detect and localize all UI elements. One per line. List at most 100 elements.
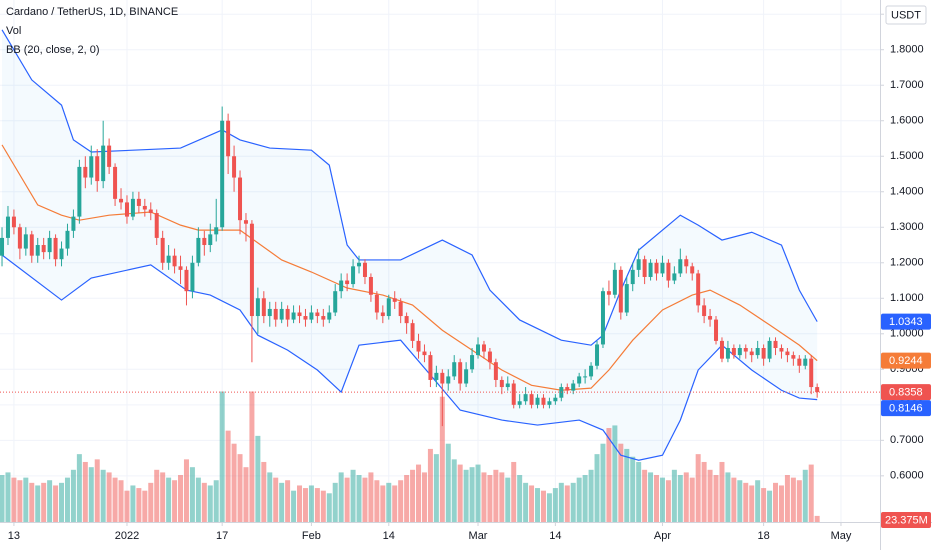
- candle-body: [660, 262, 665, 274]
- candle-body: [684, 259, 689, 267]
- candle-body: [446, 376, 451, 384]
- volume-bar: [796, 480, 802, 522]
- candle-body: [696, 273, 701, 306]
- y-tick-label: 1.6000: [890, 115, 924, 127]
- candle-body: [630, 269, 635, 285]
- volume-bar: [237, 454, 243, 522]
- candle-body: [17, 227, 22, 249]
- volume-bar: [47, 480, 53, 522]
- candle-body: [600, 291, 605, 345]
- volume-bar: [814, 515, 820, 522]
- volume-bar: [618, 443, 624, 522]
- candle-body: [202, 237, 207, 246]
- volume-bar: [648, 472, 654, 522]
- candle-body: [553, 397, 558, 402]
- volume-bar: [713, 475, 719, 522]
- candle-body: [113, 166, 118, 199]
- candle-body: [243, 220, 248, 224]
- candle-body: [267, 308, 272, 317]
- y-tick-label: 1.8000: [890, 44, 924, 56]
- volume-bar: [285, 480, 291, 522]
- candle-body: [505, 383, 510, 388]
- candle-body: [255, 298, 260, 317]
- volume-bar: [612, 425, 618, 522]
- candle-body: [547, 401, 552, 405]
- candle-body: [410, 323, 415, 341]
- volume-bar: [344, 477, 350, 522]
- candle-body: [517, 401, 522, 405]
- volume-bar: [142, 490, 148, 522]
- candle-body: [35, 245, 40, 256]
- volume-bar: [350, 469, 356, 522]
- volume-bar: [499, 472, 505, 522]
- volume-bar: [588, 469, 594, 522]
- candle-body: [0, 237, 5, 256]
- candle-body: [178, 266, 183, 270]
- candle-body: [452, 362, 457, 377]
- bollinger-lower: [1, 254, 818, 461]
- candle-body: [362, 262, 367, 277]
- currency-box[interactable]: [885, 5, 927, 25]
- volume-bar: [261, 461, 267, 522]
- volume-bar: [481, 472, 487, 522]
- candle-body: [172, 255, 177, 267]
- volume-bar: [570, 482, 576, 522]
- volume-bar: [487, 475, 493, 522]
- volume-bar: [749, 485, 755, 522]
- volume-bar: [332, 482, 338, 522]
- x-tick-label: May: [831, 530, 852, 542]
- volume-bar: [166, 477, 172, 522]
- candle-body: [374, 294, 379, 313]
- indicator-label[interactable]: Vol: [6, 25, 21, 37]
- volume-bar: [802, 469, 808, 522]
- volume-bar: [433, 454, 439, 522]
- indicator-label[interactable]: BB (20, close, 2, 0): [6, 44, 100, 56]
- volume-bar: [427, 448, 433, 522]
- x-tick-label: 13: [8, 530, 20, 542]
- candle-body: [327, 312, 332, 320]
- candle-body: [458, 362, 463, 384]
- candle-body: [779, 348, 784, 352]
- candle-body: [214, 227, 219, 235]
- volume-bar: [725, 472, 731, 522]
- candle-body: [654, 262, 659, 274]
- volume-bar: [659, 477, 665, 522]
- candle-body: [23, 234, 28, 249]
- candle-body: [315, 312, 320, 317]
- volume-bar: [64, 477, 70, 522]
- candle-body: [749, 351, 754, 356]
- volume-bar: [540, 490, 546, 522]
- volume-bar: [784, 475, 790, 522]
- candle-body: [666, 262, 671, 281]
- volume-bar: [148, 482, 154, 522]
- volume-bar: [112, 477, 118, 522]
- candle-body: [595, 344, 600, 366]
- volume-bar: [743, 482, 749, 522]
- volume-bar: [469, 467, 475, 522]
- volume-bar: [701, 461, 707, 522]
- candle-body: [71, 216, 76, 231]
- y-tick-label: 1.0000: [890, 328, 924, 340]
- candle-body: [232, 156, 237, 178]
- volume-bar: [320, 490, 326, 522]
- y-tick-label: 1.3000: [890, 221, 924, 233]
- candle-body: [541, 397, 546, 405]
- candle-body: [386, 298, 391, 317]
- candle-body: [95, 156, 100, 182]
- candle-body: [678, 259, 683, 274]
- candle-body: [737, 348, 742, 356]
- volume-bar: [195, 477, 201, 522]
- candle-body: [273, 308, 278, 320]
- volume-bar: [410, 469, 416, 522]
- candle-body: [77, 166, 82, 217]
- candle-body: [583, 376, 588, 378]
- candle-body: [791, 355, 796, 359]
- volume-bar: [695, 454, 701, 522]
- volume-bar: [790, 477, 796, 522]
- candle-body: [148, 209, 153, 214]
- volume-bar: [564, 485, 570, 522]
- volume-bar: [535, 488, 541, 522]
- candle-body: [368, 276, 373, 295]
- candle-body: [470, 355, 475, 370]
- volume-bar: [172, 480, 178, 522]
